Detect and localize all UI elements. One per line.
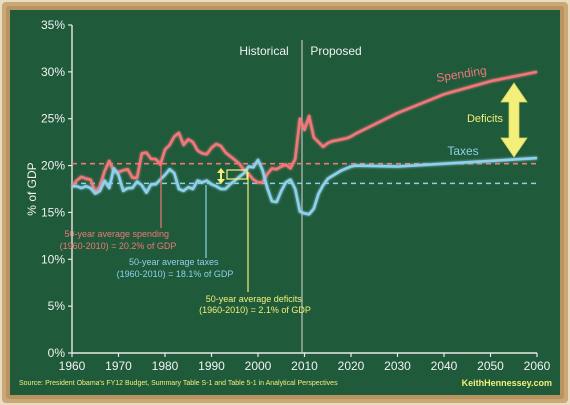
annotation-deficits: 50-year average deficits (1960-2010) = 2… xyxy=(199,294,311,315)
y-ticks: 0% 5% 10% 15% 20% 25% 30% 35% xyxy=(41,18,72,360)
x-tick-label: 1960 xyxy=(59,359,86,373)
source-note: Source: President Obama's FY12 Budget, S… xyxy=(19,380,338,387)
series-line-taxes xyxy=(72,156,538,216)
x-tick-label: 2000 xyxy=(245,359,272,373)
annotation-spending: 50-year average spending (1960-2010) = 2… xyxy=(60,229,177,251)
y-tick-label: 30% xyxy=(41,65,65,79)
x-tick-label: 2050 xyxy=(477,359,504,373)
x-tick-label: 1980 xyxy=(152,359,179,373)
y-axis-label: % of GDP xyxy=(25,162,39,215)
annotation-deficits-line1: 50-year average deficits xyxy=(206,294,303,304)
annotation-spending-line2: (1960-2010) = 20.2% of GDP xyxy=(60,241,177,251)
mini-arrow-down xyxy=(217,179,225,184)
annotation-spending-line1: 50-year average spending xyxy=(64,229,169,239)
annotation-taxes: 50-year average taxes (1960-2010) = 18.1… xyxy=(117,257,234,279)
annotation-taxes-line2: (1960-2010) = 18.1% of GDP xyxy=(117,269,234,279)
mini-arrow-box xyxy=(226,169,248,180)
historical-label: Historical xyxy=(239,44,288,58)
y-tick-label: 20% xyxy=(41,159,65,173)
y-tick-label: 15% xyxy=(41,205,65,219)
x-tick-label: 2040 xyxy=(431,359,458,373)
mini-arrow-shaft xyxy=(220,173,222,179)
x-ticks: 1960 1970 1980 1990 2000 2010 2020 2030 2040 2050… xyxy=(59,353,551,373)
deficits-label: Deficits xyxy=(467,113,504,125)
proposed-label: Proposed xyxy=(310,44,361,58)
series-line-spending xyxy=(71,70,538,194)
deficit-double-arrow xyxy=(500,82,528,158)
average-deficit-marker xyxy=(217,168,248,184)
x-tick-label: 2060 xyxy=(524,359,551,373)
annotation-taxes-line1: 50-year average taxes xyxy=(129,257,219,267)
annotation-deficits-line2: (1960-2010) = 2.1% of GDP xyxy=(199,305,311,315)
mini-arrow-up xyxy=(217,168,225,173)
y-tick-label: 10% xyxy=(41,252,65,266)
y-tick-label: 0% xyxy=(48,346,66,360)
y-tick-label: 35% xyxy=(41,18,65,32)
x-tick-label: 2030 xyxy=(384,359,411,373)
board-surface xyxy=(10,10,560,395)
y-tick-label: 5% xyxy=(48,299,66,313)
site-credit: KeithHennessey.com xyxy=(462,378,552,388)
taxes-label: Taxes xyxy=(447,144,478,158)
x-tick-label: 1970 xyxy=(105,359,132,373)
x-tick-label: 2020 xyxy=(338,359,365,373)
x-tick-label: 2010 xyxy=(291,359,318,373)
x-tick-label: 1990 xyxy=(198,359,225,373)
y-tick-label: 25% xyxy=(41,112,65,126)
